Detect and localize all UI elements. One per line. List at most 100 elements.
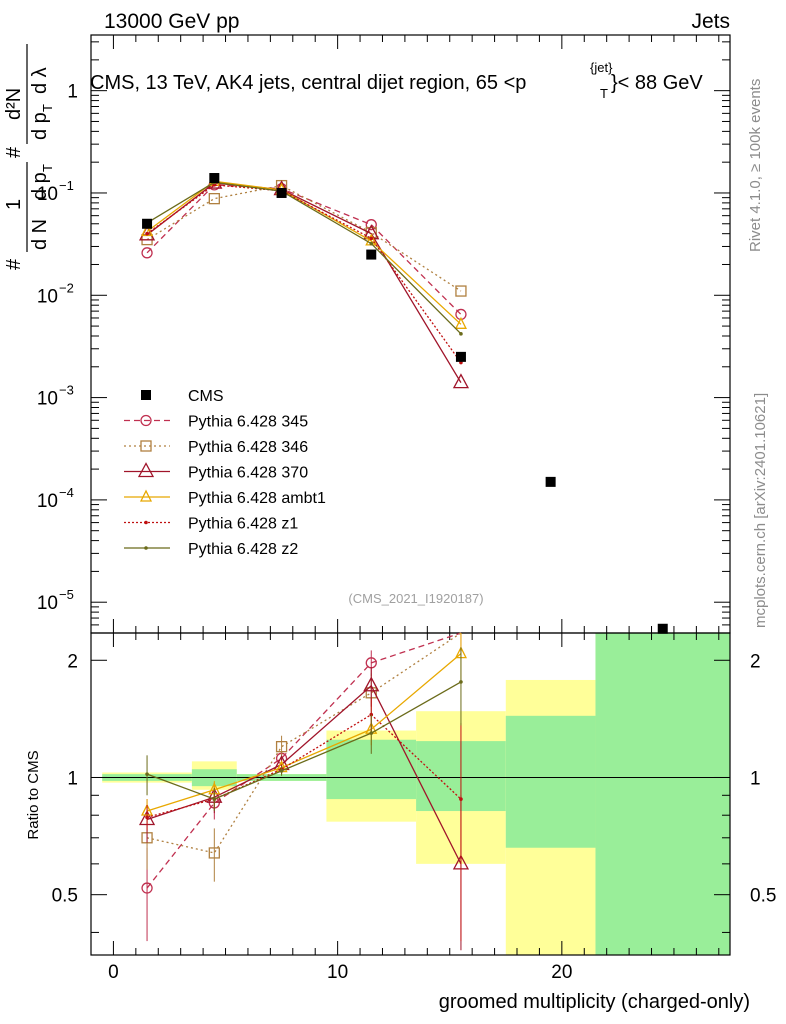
series-point-ratio	[279, 769, 284, 773]
y-tick-label-main: 10	[37, 286, 58, 307]
band-stat-5	[505, 715, 596, 848]
series-ratio-5	[145, 647, 463, 812]
y-tick-label-main-exp: −3	[59, 383, 74, 398]
x-tick-label: 20	[551, 962, 572, 983]
series-3	[141, 173, 467, 329]
legend: CMS Pythia 6.428 345 Pythia 6.428 346 Pythi…	[124, 388, 326, 558]
y-tick-label-main-exp: −5	[59, 587, 74, 602]
series-point-main	[455, 285, 467, 297]
energy-label: 13000 GeV pp	[104, 10, 239, 33]
series-1	[141, 179, 467, 297]
legend-label: Pythia 6.428 z2	[188, 541, 298, 558]
ylabel-d2N: d²N	[3, 88, 25, 120]
series-line-ratio	[146, 632, 462, 854]
series-point-main	[369, 241, 374, 246]
legend-marker	[140, 414, 152, 427]
legend-marker	[144, 546, 148, 550]
legend-entry-data: CMS	[141, 388, 224, 405]
series-point-ratio	[141, 882, 153, 894]
series-point-main	[141, 247, 153, 259]
series-point-ratio	[145, 815, 149, 820]
series-point-ratio	[369, 731, 374, 735]
y-tick-label-main: 10	[37, 491, 58, 512]
series-point-main	[212, 183, 217, 187]
legend-label: Pythia 6.428 ambt1	[188, 490, 326, 507]
y-axis-label-main: # 1 d N d p T # d²N d p T d λ	[3, 44, 55, 270]
data-point	[545, 476, 556, 487]
y-tick-label-main: 1	[67, 82, 78, 103]
y-tick-label-main: 10	[37, 593, 58, 614]
series-point-main	[454, 316, 467, 329]
ratio-error-bands	[102, 633, 730, 955]
y-tick-label-main: 10	[37, 389, 58, 410]
legend-marker	[144, 520, 148, 525]
series-point-ratio	[275, 740, 288, 753]
series-line-main	[146, 182, 462, 383]
legend-entry-0: Pythia 6.428 345	[124, 414, 308, 431]
title-superscript: {jet}	[590, 60, 613, 75]
data-points	[142, 173, 668, 634]
y-tick-label-main: 10	[37, 184, 58, 205]
mcplots-label: mcplots.cern.ch [arXiv:2401.10621]	[752, 393, 769, 628]
series-line-main	[146, 184, 462, 363]
y-axis-label-ratio: Ratio to CMS	[25, 750, 42, 839]
y-tick-label-main-exp: −4	[59, 485, 74, 500]
ylabel-T-1: T	[40, 164, 55, 172]
chart-title: CMS, 13 TeV, AK4 jets, central dijet reg…	[90, 60, 703, 101]
series-point-ratio	[212, 797, 217, 801]
band-stat-6	[595, 633, 730, 955]
legend-marker	[139, 489, 153, 502]
category-label: Jets	[691, 10, 730, 33]
legend-entry-3: Pythia 6.428 ambt1	[124, 489, 326, 507]
ylabel-dlambda: d λ	[29, 67, 51, 94]
ylabel-one: 1	[3, 199, 25, 210]
series-point-main	[365, 219, 377, 231]
y-tick-label-ratio-right: 0.5	[750, 886, 776, 907]
series-point-ratio	[363, 676, 380, 692]
series-point-main	[145, 231, 149, 236]
rivet-version-label: Rivet 4.1.0, ≥ 100k events	[747, 79, 764, 252]
legend-label: Pythia 6.428 370	[188, 465, 308, 482]
legend-marker-data	[141, 390, 151, 400]
series-line-ratio	[146, 632, 462, 889]
ratio-frame	[90, 632, 731, 956]
ylabel-hash-1: #	[3, 258, 25, 270]
data-point	[455, 351, 466, 362]
x-tick-label: 0	[108, 962, 119, 983]
legend-label: Pythia 6.428 z1	[188, 516, 298, 533]
y-tick-label-ratio-left: 1	[67, 768, 78, 789]
y-tick-label-ratio-right: 1	[750, 768, 761, 789]
y-tick-label-ratio-right: 2	[750, 651, 761, 672]
series-point-main	[208, 193, 220, 205]
legend-entry-4: Pythia 6.428 z1	[124, 516, 298, 533]
series-layer	[138, 173, 668, 951]
x-tick-label: 10	[327, 962, 348, 983]
ylabel-dp: d p	[29, 172, 51, 200]
series-point-ratio	[208, 847, 220, 859]
data-point	[209, 173, 220, 184]
series-point-main	[141, 224, 154, 237]
y-tick-label-ratio-left: 2	[67, 651, 78, 672]
legend-entry-5: Pythia 6.428 z2	[124, 541, 298, 558]
series-point-ratio	[459, 680, 463, 684]
y-tick-label-ratio-left: 0.5	[52, 886, 78, 907]
legend-entry-1: Pythia 6.428 346	[124, 439, 308, 456]
series-2	[138, 173, 470, 389]
legend-entry-2: Pythia 6.428 370	[124, 462, 308, 482]
series-4	[145, 183, 463, 365]
title-suffix: }< 88 GeV	[611, 72, 703, 94]
series-point-main	[459, 332, 463, 336]
x-axis-label: groomed multiplicity (charged-only)	[439, 991, 750, 1013]
data-point	[142, 218, 153, 229]
title-main: CMS, 13 TeV, AK4 jets, central dijet reg…	[90, 72, 526, 94]
legend-label-data: CMS	[188, 388, 224, 405]
data-point	[366, 249, 377, 260]
series-5	[145, 180, 463, 336]
series-line-main	[146, 181, 462, 335]
main-frame	[90, 34, 731, 634]
series-point-main	[452, 373, 470, 389]
ylabel-dp-2: d p	[29, 112, 51, 140]
series-point-main	[369, 236, 374, 241]
